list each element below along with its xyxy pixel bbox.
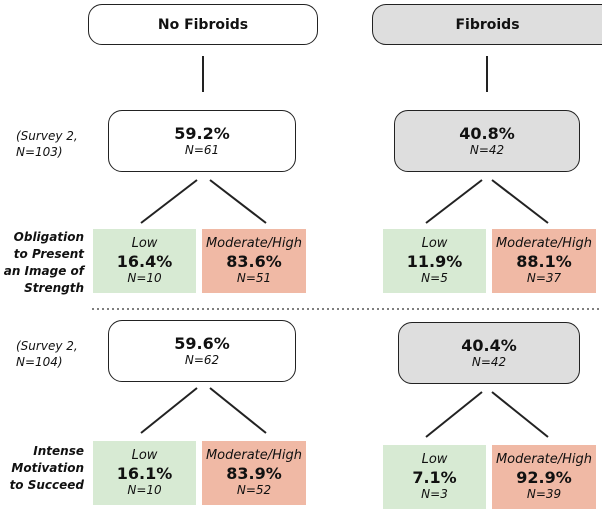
cell-s2-no-fibroids-low: Low 16.1% N=10 bbox=[93, 441, 196, 505]
survey-label-section-1: (Survey 2, N=103) bbox=[16, 129, 78, 159]
cell-s2-no-fibroids-high: Moderate/High 83.9% N=52 bbox=[202, 441, 306, 505]
cell-s1-fibroids-high: Moderate/High 88.1% N=37 bbox=[492, 229, 596, 293]
group-count: N=61 bbox=[184, 143, 220, 157]
cell-s1-no-fibroids-low: Low 16.4% N=10 bbox=[93, 229, 196, 293]
group-count: N=42 bbox=[469, 143, 505, 157]
cell-count: N=51 bbox=[236, 271, 272, 285]
connector-s1-left-low bbox=[140, 179, 198, 224]
cell-label: Moderate/High bbox=[205, 236, 303, 251]
cell-count: N=52 bbox=[236, 483, 272, 497]
connector-s2-left-low bbox=[140, 387, 198, 434]
cell-label: Low bbox=[421, 236, 448, 251]
cell-label: Low bbox=[131, 236, 158, 251]
cell-count: N=39 bbox=[526, 487, 562, 501]
cell-label: Moderate/High bbox=[495, 452, 593, 467]
cell-label: Moderate/High bbox=[495, 236, 593, 251]
cell-percent: 7.1% bbox=[412, 468, 457, 487]
measure-label-section-1: Obligation to Present an Image of Streng… bbox=[3, 230, 84, 295]
cell-s2-fibroids-high: Moderate/High 92.9% N=39 bbox=[492, 445, 596, 509]
cell-percent: 16.1% bbox=[116, 464, 173, 483]
cell-count: N=3 bbox=[421, 487, 448, 501]
connector-s1-right-low bbox=[425, 179, 483, 224]
measure-label-section-2: Intense Motivation to Succeed bbox=[9, 444, 84, 492]
cell-count: N=10 bbox=[127, 271, 162, 285]
connector-s2-left-high bbox=[209, 387, 267, 434]
cell-percent: 83.9% bbox=[226, 464, 282, 483]
cell-percent: 83.6% bbox=[226, 252, 282, 271]
cell-count: N=37 bbox=[526, 271, 562, 285]
group-box-s1-no-fibroids: 59.2% N=61 bbox=[108, 110, 296, 172]
group-count: N=62 bbox=[184, 353, 220, 367]
group-percent: 59.2% bbox=[174, 124, 230, 143]
survey-label-section-2: (Survey 2, N=104) bbox=[16, 339, 78, 369]
group-box-s2-no-fibroids: 59.6% N=62 bbox=[108, 320, 296, 382]
connector-s2-right-low bbox=[425, 391, 483, 438]
cell-label: Low bbox=[131, 448, 158, 463]
column-header-fibroids: Fibroids bbox=[372, 4, 602, 45]
cell-percent: 88.1% bbox=[516, 252, 572, 271]
group-count: N=42 bbox=[471, 355, 507, 369]
cell-percent: 11.9% bbox=[406, 252, 463, 271]
connector-s1-right-high bbox=[491, 179, 549, 224]
cell-s1-fibroids-low: Low 11.9% N=5 bbox=[383, 229, 486, 293]
cell-label: Low bbox=[421, 452, 448, 467]
group-box-s1-fibroids: 40.8% N=42 bbox=[394, 110, 580, 172]
column-header-no-fibroids: No Fibroids bbox=[88, 4, 318, 45]
cell-count: N=5 bbox=[421, 271, 448, 285]
column-header-label: Fibroids bbox=[455, 16, 520, 33]
group-percent: 59.6% bbox=[174, 334, 230, 353]
cell-count: N=10 bbox=[127, 483, 162, 497]
cell-percent: 16.4% bbox=[116, 252, 173, 271]
cell-s2-fibroids-low: Low 7.1% N=3 bbox=[383, 445, 486, 509]
cell-s1-no-fibroids-high: Moderate/High 83.6% N=51 bbox=[202, 229, 306, 293]
group-percent: 40.4% bbox=[461, 336, 517, 355]
connector-s2-right-high bbox=[491, 391, 549, 438]
connector-s1-left-high bbox=[209, 179, 267, 224]
cell-percent: 92.9% bbox=[516, 468, 572, 487]
group-box-s2-fibroids: 40.4% N=42 bbox=[398, 322, 580, 384]
cell-label: Moderate/High bbox=[205, 448, 303, 463]
column-header-label: No Fibroids bbox=[157, 16, 249, 33]
group-percent: 40.8% bbox=[459, 124, 515, 143]
